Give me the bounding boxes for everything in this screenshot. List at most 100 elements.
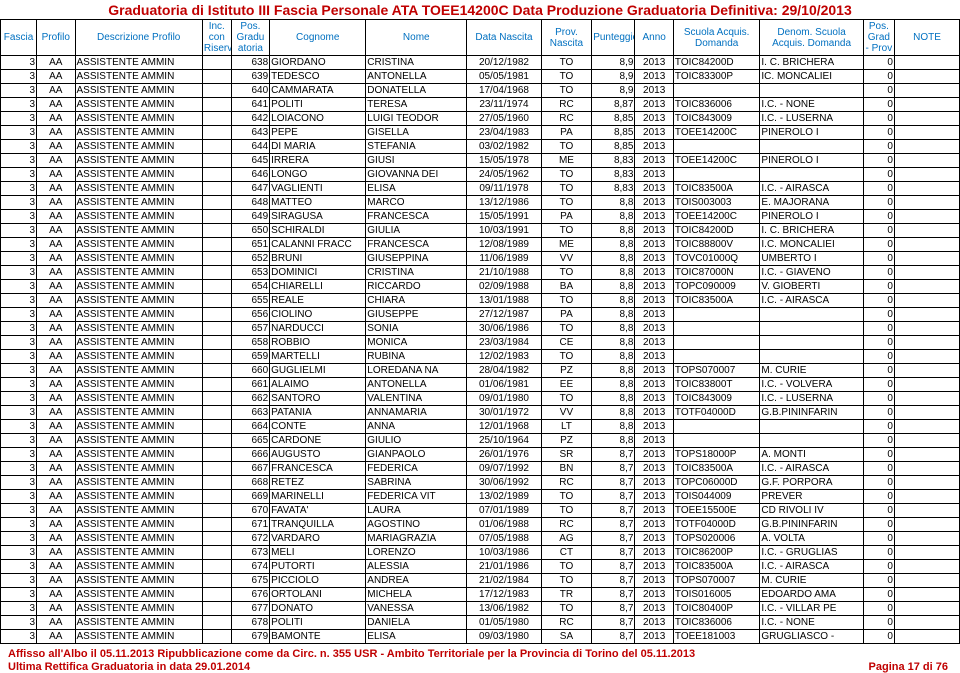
cell: FAVATA' xyxy=(270,504,366,518)
cell: G.B.PININFARIN xyxy=(760,406,863,420)
cell: 0 xyxy=(863,294,894,308)
cell xyxy=(202,70,231,84)
cell: AA xyxy=(37,406,75,420)
cell: 8,9 xyxy=(592,84,635,98)
cell: AA xyxy=(37,266,75,280)
cell: TOIC88800V xyxy=(673,238,760,252)
cell: ANDREA xyxy=(366,574,467,588)
cell: 2013 xyxy=(635,168,673,182)
cell: 0 xyxy=(863,140,894,154)
cell: PEPE xyxy=(270,126,366,140)
cell: CRISTINA xyxy=(366,266,467,280)
cell: 2013 xyxy=(635,532,673,546)
cell xyxy=(894,280,959,294)
cell: 3 xyxy=(1,448,37,462)
cell: 3 xyxy=(1,490,37,504)
cell: 2013 xyxy=(635,364,673,378)
cell: 679 xyxy=(231,630,269,644)
cell: TOIC84200D xyxy=(673,56,760,70)
cell: TOVC01000Q xyxy=(673,252,760,266)
column-header: Denom. Scuola Acquis. Domanda xyxy=(760,20,863,56)
cell: 0 xyxy=(863,56,894,70)
cell: 26/01/1976 xyxy=(467,448,542,462)
cell: TOTF04000D xyxy=(673,518,760,532)
cell: ASSISTENTE AMMIN xyxy=(75,420,202,434)
cell: 654 xyxy=(231,280,269,294)
cell: 2013 xyxy=(635,126,673,140)
cell: AA xyxy=(37,588,75,602)
cell: 20/12/1982 xyxy=(467,56,542,70)
cell: 2013 xyxy=(635,462,673,476)
cell xyxy=(894,210,959,224)
cell: 2013 xyxy=(635,112,673,126)
cell: 8,8 xyxy=(592,196,635,210)
column-header: Data Nascita xyxy=(467,20,542,56)
cell: 8,7 xyxy=(592,532,635,546)
cell xyxy=(202,294,231,308)
cell xyxy=(894,126,959,140)
cell: ANTONELLA xyxy=(366,378,467,392)
cell xyxy=(894,574,959,588)
cell: 664 xyxy=(231,420,269,434)
cell: 28/04/1982 xyxy=(467,364,542,378)
cell: RUBINA xyxy=(366,350,467,364)
cell: 659 xyxy=(231,350,269,364)
cell xyxy=(894,504,959,518)
cell: GUGLIELMI xyxy=(270,364,366,378)
cell: AA xyxy=(37,560,75,574)
cell: 0 xyxy=(863,70,894,84)
cell: GIOVANNA DEI xyxy=(366,168,467,182)
cell xyxy=(202,518,231,532)
cell: 0 xyxy=(863,168,894,182)
cell: 2013 xyxy=(635,392,673,406)
column-header: Inc. con Riserva xyxy=(202,20,231,56)
cell xyxy=(202,434,231,448)
cell: GIULIA xyxy=(366,224,467,238)
cell: RC xyxy=(541,476,591,490)
cell: 8,7 xyxy=(592,546,635,560)
cell: 09/01/1980 xyxy=(467,392,542,406)
cell: 8,9 xyxy=(592,56,635,70)
cell: TO xyxy=(541,196,591,210)
table-row: 3AAASSISTENTE AMMIN669MARINELLIFEDERICA … xyxy=(1,490,960,504)
cell: 0 xyxy=(863,630,894,644)
cell: AA xyxy=(37,392,75,406)
cell: CRISTINA xyxy=(366,56,467,70)
cell: 8,85 xyxy=(592,126,635,140)
cell: 2013 xyxy=(635,266,673,280)
cell: ASSISTENTE AMMIN xyxy=(75,168,202,182)
cell: AA xyxy=(37,350,75,364)
cell: M. CURIE xyxy=(760,364,863,378)
page-footer: Affisso all'Albo il 05.11.2013 Ripubblic… xyxy=(0,644,960,673)
cell: ASSISTENTE AMMIN xyxy=(75,280,202,294)
cell: 660 xyxy=(231,364,269,378)
cell: 17/12/1983 xyxy=(467,588,542,602)
cell: 645 xyxy=(231,154,269,168)
cell: 30/06/1986 xyxy=(467,322,542,336)
cell: PA xyxy=(541,308,591,322)
table-row: 3AAASSISTENTE AMMIN679BAMONTEELISA09/03/… xyxy=(1,630,960,644)
cell: TO xyxy=(541,140,591,154)
cell xyxy=(202,504,231,518)
table-row: 3AAASSISTENTE AMMIN648MATTEOMARCO13/12/1… xyxy=(1,196,960,210)
cell: 3 xyxy=(1,84,37,98)
cell xyxy=(202,280,231,294)
cell: 0 xyxy=(863,406,894,420)
cell: VARDARO xyxy=(270,532,366,546)
cell xyxy=(894,238,959,252)
cell: I.C. - LUSERNA xyxy=(760,112,863,126)
cell: AA xyxy=(37,602,75,616)
cell: TOIC80400P xyxy=(673,602,760,616)
cell: MATTEO xyxy=(270,196,366,210)
cell: 3 xyxy=(1,196,37,210)
cell xyxy=(894,56,959,70)
table-row: 3AAASSISTENTE AMMIN640CAMMARATADONATELLA… xyxy=(1,84,960,98)
cell: 8,8 xyxy=(592,308,635,322)
cell: 01/05/1980 xyxy=(467,616,542,630)
cell xyxy=(202,476,231,490)
cell: MONICA xyxy=(366,336,467,350)
cell: ASSISTENTE AMMIN xyxy=(75,518,202,532)
cell: TO xyxy=(541,294,591,308)
cell: ASSISTENTE AMMIN xyxy=(75,336,202,350)
cell: 3 xyxy=(1,182,37,196)
